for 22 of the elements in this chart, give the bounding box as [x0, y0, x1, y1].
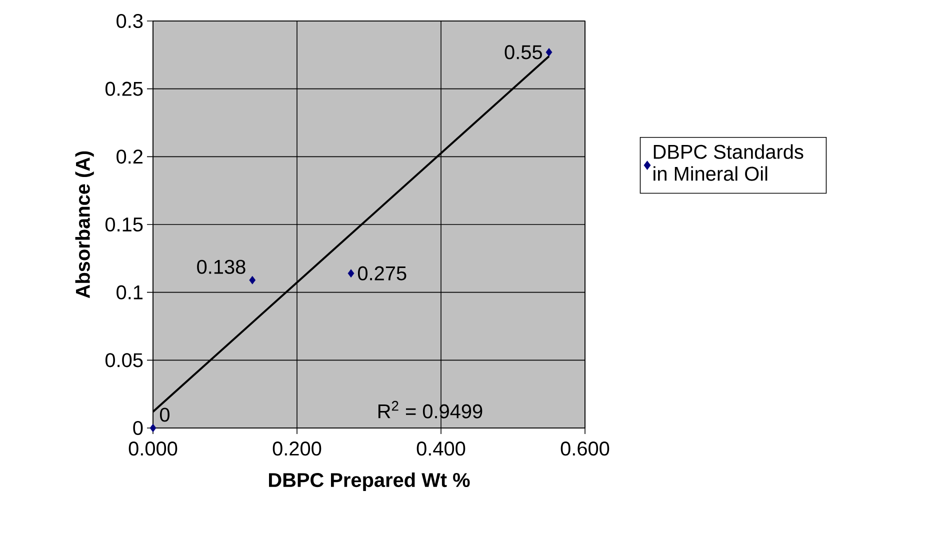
y-tick-label: 0.1	[116, 285, 143, 300]
annotation: 0	[160, 408, 170, 422]
y-axis-title: Absorbance (A)	[75, 151, 94, 298]
y-tick-label: 0.25	[105, 82, 143, 96]
legend-label: DBPC Standards in Mineral Oil	[654, 144, 804, 181]
x-tick-label: 0.600	[560, 442, 610, 456]
y-tick-label: 0.05	[105, 353, 143, 368]
x-tick-label: 0.000	[128, 442, 178, 456]
annotation: 0.55	[504, 45, 542, 60]
annotation: 0.138	[197, 260, 246, 274]
point	[348, 269, 354, 278]
y-tick-label: 0.2	[116, 150, 142, 164]
x-tick-label: 0.200	[272, 442, 322, 456]
point	[249, 276, 256, 284]
point	[150, 424, 156, 432]
x-axis-title: DBPC Prepared Wt %	[269, 472, 470, 492]
point	[546, 48, 552, 56]
y-tick-label: 0	[133, 420, 143, 436]
annotation: 0.275	[358, 266, 406, 280]
y-tick-label: 0.15	[105, 217, 143, 232]
x-tick-label: 0.400	[416, 442, 466, 456]
y-tick-label: 0.3	[116, 14, 143, 28]
